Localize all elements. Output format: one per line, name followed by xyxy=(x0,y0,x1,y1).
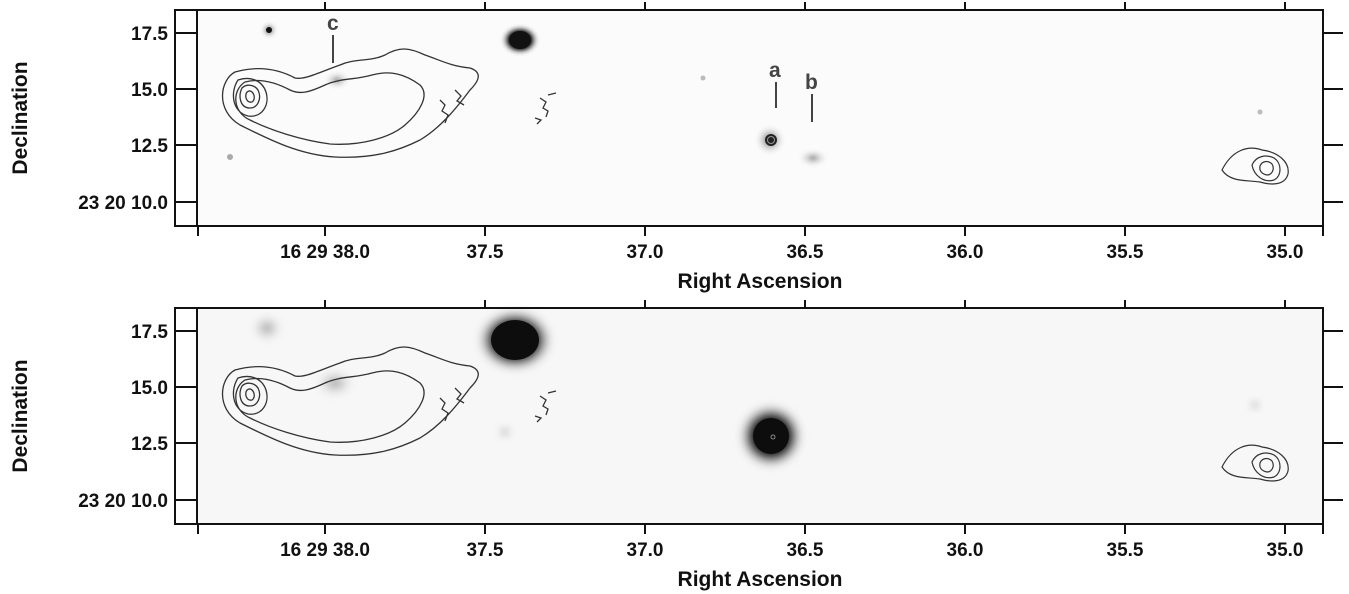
x-axis xyxy=(197,2,1324,236)
x-tick-label: 37.5 xyxy=(467,242,504,263)
x-tick-labels: 16 29 38.0 37.5 37.0 36.5 36.0 35.5 35.0 xyxy=(280,242,1303,263)
y-tick-label: 12.5 xyxy=(131,434,168,455)
faint-source xyxy=(227,154,233,160)
x-tick-label: 16 29 38.0 xyxy=(280,242,370,263)
source-bright-star-smoothed xyxy=(475,307,555,373)
x-tick-label: 35.0 xyxy=(1267,242,1304,263)
x-tick-label: 16 29 38.0 xyxy=(280,540,370,561)
x-tick-label: 37.5 xyxy=(467,540,504,561)
panel-top: c a b 16 29 38.0 37.5 37.0 xyxy=(9,2,1343,293)
source-c xyxy=(323,70,351,90)
y-tick-label: 17.5 xyxy=(131,322,168,343)
source-a xyxy=(754,124,786,156)
y-tick-label: 17.5 xyxy=(131,24,168,45)
y-axis-title: Declination xyxy=(9,359,32,472)
faint-source xyxy=(1257,109,1263,115)
marker-label-b: b xyxy=(805,71,818,94)
source-top-left-star xyxy=(260,21,278,39)
y-tick-label: 15.0 xyxy=(131,80,168,101)
y-tick-labels: 17.5 15.0 12.5 23 20 10.0 xyxy=(78,24,168,214)
x-tick-label: 36.5 xyxy=(787,242,824,263)
plot-frame xyxy=(174,9,1324,227)
x-axis-title: Right Ascension xyxy=(678,270,843,293)
source-c-smoothed xyxy=(313,367,357,399)
source-a-smoothed xyxy=(737,402,805,470)
y-tick-label: 23 20 10.0 xyxy=(78,491,168,512)
plot-frame xyxy=(174,307,1324,525)
x-axis-title: Right Ascension xyxy=(678,568,843,591)
y-tick-label: 23 20 10.0 xyxy=(78,193,168,214)
x-axis xyxy=(197,300,1324,534)
radio-contours-left xyxy=(222,346,557,456)
x-tick-label: 35.5 xyxy=(1107,242,1144,263)
source-b xyxy=(797,148,829,168)
y-axis xyxy=(175,32,1343,203)
marker-label-a: a xyxy=(769,59,781,82)
source-bright-star xyxy=(500,24,540,56)
x-tick-label: 36.5 xyxy=(787,540,824,561)
panel-bottom: 16 29 38.0 37.5 37.0 36.5 36.0 35.5 35.0… xyxy=(9,300,1343,591)
x-tick-label: 37.0 xyxy=(627,242,664,263)
marker-label-c: c xyxy=(327,12,339,35)
y-tick-label: 12.5 xyxy=(131,136,168,157)
y-tick-label: 15.0 xyxy=(131,378,168,399)
faint-source xyxy=(700,75,706,81)
faint-source xyxy=(497,424,513,440)
y-axis-title: Declination xyxy=(9,61,32,174)
y-tick-labels: 17.5 15.0 12.5 23 20 10.0 xyxy=(78,322,168,512)
radio-contours-left xyxy=(222,48,557,158)
radio-contours-right xyxy=(1221,147,1289,185)
x-tick-label: 37.0 xyxy=(627,540,664,561)
image-area xyxy=(197,10,1323,226)
x-tick-labels: 16 29 38.0 37.5 37.0 36.5 36.0 35.5 35.0 xyxy=(280,540,1303,561)
faint-source xyxy=(1248,398,1262,412)
x-tick-label: 36.0 xyxy=(947,540,984,561)
x-tick-label: 35.5 xyxy=(1107,540,1144,561)
x-tick-label: 36.0 xyxy=(947,242,984,263)
radio-contours-right xyxy=(1221,444,1289,482)
x-tick-label: 35.0 xyxy=(1267,540,1304,561)
y-axis xyxy=(175,330,1343,501)
source-top-left-star-smoothed xyxy=(249,312,285,344)
